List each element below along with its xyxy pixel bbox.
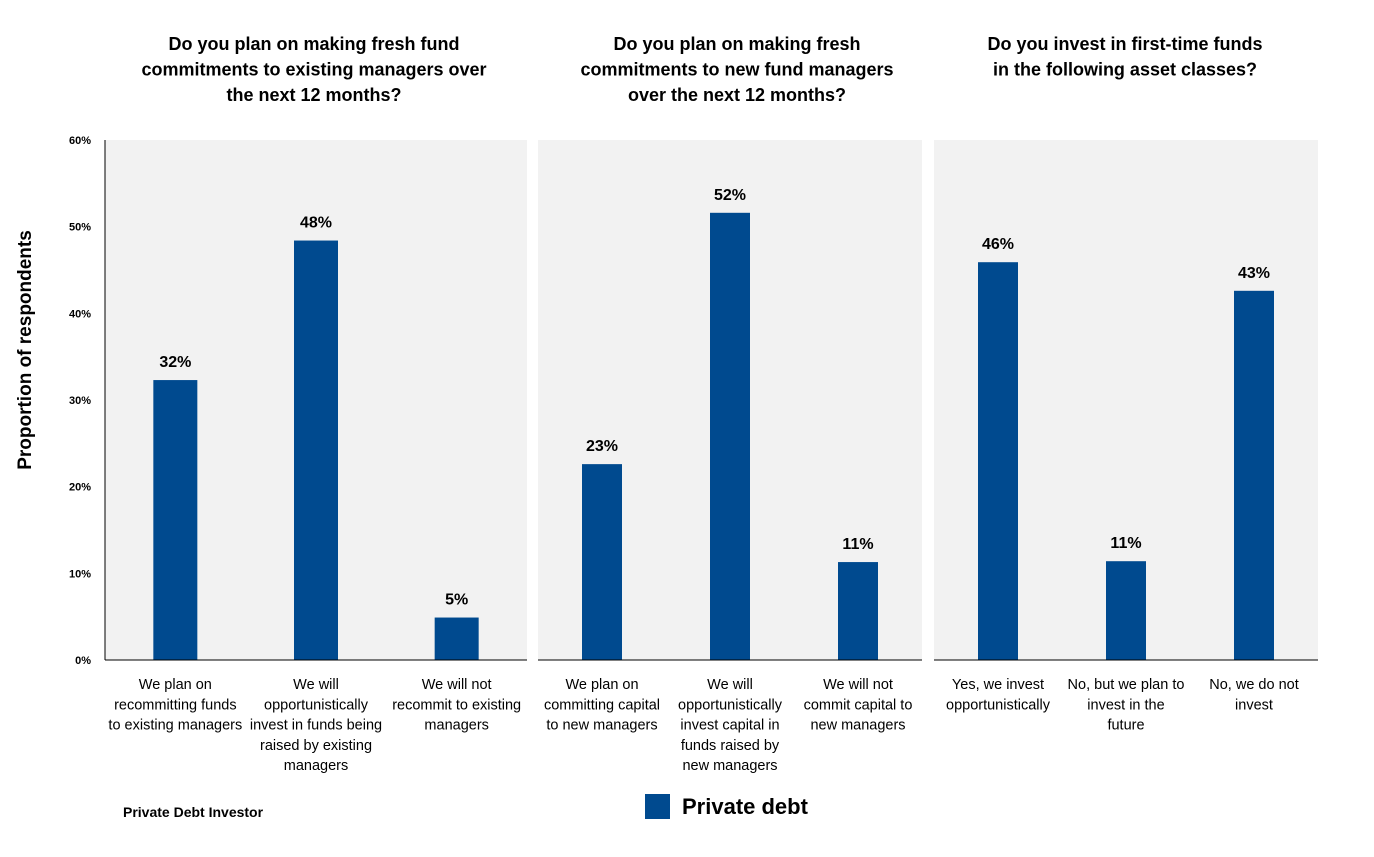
legend-swatch [645, 794, 670, 819]
bar [838, 562, 878, 660]
bar [710, 212, 750, 661]
category-label: Yes, we invest opportunistically [946, 677, 1051, 713]
category-label-line: No, we do not [1209, 677, 1298, 693]
category-label-line: We will [707, 677, 753, 693]
bar [1106, 561, 1146, 660]
category-label-line: committing capital [544, 697, 660, 713]
category-label: We plan on committing capital to new manag… [544, 677, 660, 734]
data-label: 43% [1238, 265, 1270, 282]
data-label: 23% [586, 438, 618, 455]
data-label: 52% [714, 187, 746, 204]
category-label-line: invest in funds being [250, 718, 382, 734]
y-tick-label: 0% [75, 655, 91, 667]
category-label: We will not recommit to existing managers [392, 677, 521, 734]
panel-title: Do you plan on making fresh fund commitme… [141, 34, 486, 105]
category-label-line: to new managers [546, 718, 657, 734]
panel-title-line: over the next 12 months? [628, 85, 846, 105]
y-tick-label: 40% [69, 308, 91, 320]
category-label-line: managers [284, 758, 348, 774]
category-label-line: new managers [682, 758, 777, 774]
category-label-line: recommitting funds [114, 697, 237, 713]
data-label: 46% [982, 236, 1014, 253]
data-label: 11% [842, 536, 873, 553]
category-label: We will opportunistically invest capital i… [678, 677, 783, 774]
y-tick-label: 10% [69, 568, 91, 580]
bar [582, 464, 622, 660]
category-label-line: commit capital to [804, 697, 913, 713]
category-label-line: invest in the [1087, 697, 1164, 713]
bar [1234, 290, 1274, 660]
y-tick-label: 50% [69, 222, 91, 234]
category-label-line: raised by existing [260, 738, 372, 754]
bar [978, 262, 1018, 660]
category-label-line: recommit to existing [392, 697, 521, 713]
y-tick-label: 60% [69, 135, 91, 147]
bar [294, 240, 338, 661]
category-label-line: to existing managers [108, 718, 242, 734]
y-axis: 0% 10% 20% 30% 40% 50% 60% [69, 135, 106, 667]
panel-title-line: in the following asset classes? [993, 60, 1257, 80]
panel-title: Do you invest in first-time funds in the … [987, 34, 1262, 80]
category-label: We will opportunistically invest in funds … [250, 677, 382, 774]
legend: Private debt [645, 794, 809, 819]
data-label: 48% [300, 215, 332, 232]
category-label-line: We plan on [565, 677, 638, 693]
legend-label: Private debt [682, 794, 809, 819]
panels: Do you plan on making fresh fund commitme… [105, 34, 1318, 774]
bar [434, 617, 479, 660]
panel-3: Do you invest in first-time funds in the … [934, 34, 1318, 734]
category-label-line: opportunistically [946, 697, 1051, 713]
panel-title-line: Do you invest in first-time funds [987, 34, 1262, 54]
category-label-line: We will not [823, 677, 893, 693]
y-tick-label: 30% [69, 395, 91, 407]
category-label: No, we do not invest [1209, 677, 1298, 713]
data-label: 32% [159, 354, 191, 371]
category-label-line: No, but we plan to [1068, 677, 1185, 693]
y-axis-label: Proportion of respondents [15, 230, 36, 470]
category-label-line: Yes, we invest [952, 677, 1044, 693]
category-label: No, but we plan to invest in the future [1068, 677, 1185, 734]
category-label: We plan on recommitting funds to existing … [108, 677, 242, 734]
panel-title-line: commitments to new fund managers [580, 60, 893, 80]
category-label-line: managers [424, 718, 488, 734]
panel-title-line: Do you plan on making fresh [613, 34, 860, 54]
category-label-line: invest [1235, 697, 1273, 713]
category-label-line: funds raised by [681, 738, 780, 754]
bar [153, 380, 198, 660]
category-label-line: opportunistically [678, 697, 783, 713]
panel-title-line: the next 12 months? [226, 85, 401, 105]
y-tick-label: 20% [69, 482, 91, 494]
category-label-line: We will not [422, 677, 492, 693]
panel-title: Do you plan on making fresh commitments t… [580, 34, 893, 105]
category-label-line: We plan on [139, 677, 212, 693]
data-label: 5% [445, 592, 468, 609]
panel-title-line: Do you plan on making fresh fund [168, 34, 459, 54]
panel-1: Do you plan on making fresh fund commitme… [105, 34, 527, 774]
panel-title-line: commitments to existing managers over [141, 60, 486, 80]
category-label-line: new managers [810, 718, 905, 734]
category-label-line: opportunistically [264, 697, 369, 713]
panel-2: Do you plan on making fresh commitments t… [538, 34, 922, 774]
category-label: We will not commit capital to new managers [804, 677, 913, 734]
category-label-line: We will [293, 677, 339, 693]
data-label: 11% [1110, 535, 1141, 552]
source-label: Private Debt Investor [123, 804, 264, 820]
category-label-line: invest capital in [680, 718, 779, 734]
category-label-line: future [1107, 718, 1144, 734]
